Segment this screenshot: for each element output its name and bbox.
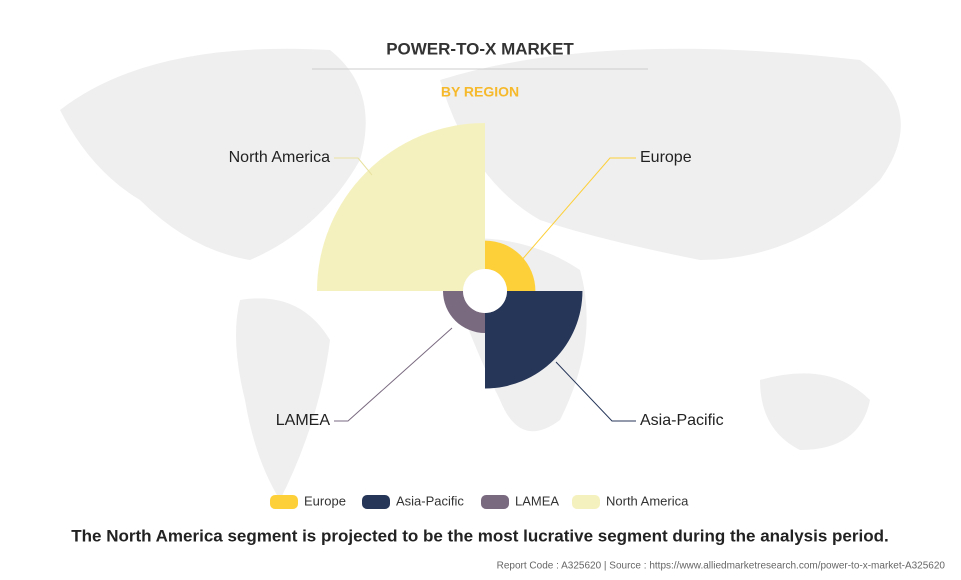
caption: The North America segment is projected t…: [71, 526, 888, 545]
wedge: [317, 123, 485, 291]
chart-subtitle: BY REGION: [441, 84, 519, 100]
legend-swatch: [270, 495, 298, 509]
category-label: LAMEA: [276, 412, 331, 429]
chart-title: POWER-TO-X MARKET: [386, 39, 574, 58]
leader-line: [334, 327, 453, 422]
center-hole: [463, 269, 507, 313]
source: Report Code : A325620 | Source : https:/…: [497, 561, 946, 572]
legend-label: Europe: [304, 493, 346, 508]
leader-line: [555, 361, 636, 422]
category-label: Asia-Pacific: [640, 412, 724, 429]
legend-swatch: [481, 495, 509, 509]
legend-label: LAMEA: [515, 493, 559, 508]
leader-line: [519, 157, 636, 263]
legend-swatch: [572, 495, 600, 509]
leader-line: [334, 157, 373, 176]
wedge: [443, 291, 485, 333]
legend: Europe Asia-Pacific LAMEA North America: [270, 493, 689, 509]
legend-label: North America: [606, 493, 689, 508]
category-label: Europe: [640, 149, 692, 166]
legend-swatch: [362, 495, 390, 509]
plot: Europe Asia-Pacific LAMEA North America: [229, 123, 724, 429]
category-label: North America: [229, 149, 330, 166]
wedge: [485, 240, 536, 291]
legend-label: Asia-Pacific: [396, 493, 464, 508]
wedge: [485, 291, 583, 389]
